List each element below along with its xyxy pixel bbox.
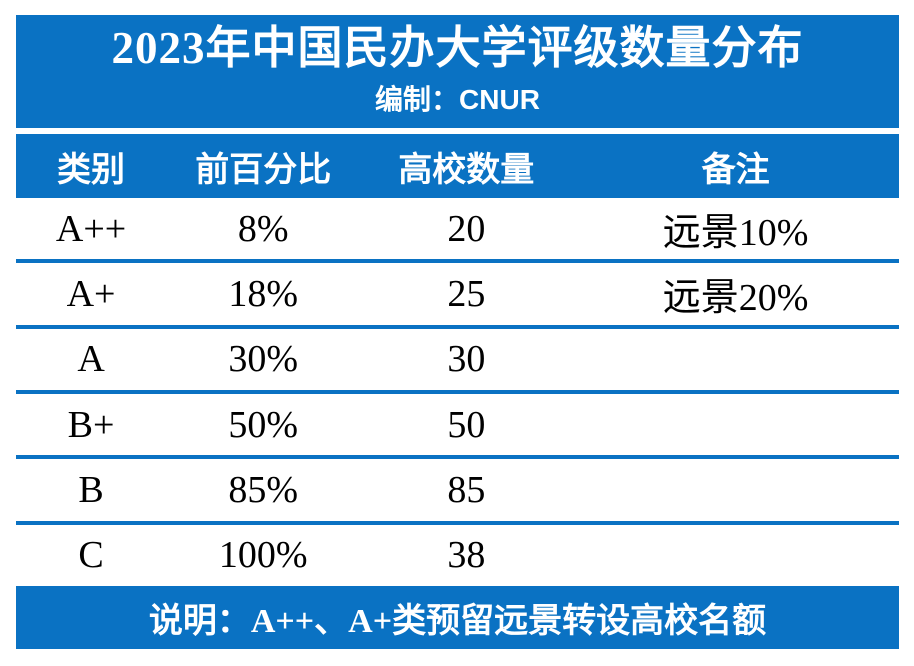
row-divider [16, 455, 899, 460]
footer-note: 说明：A++、A+类预留远景转设高校名额 [148, 603, 767, 640]
table-cell-percentile: 100% [218, 534, 308, 577]
table-cell-category: B+ [67, 403, 115, 446]
page-title: 2023年中国民办大学评级数量分布 [111, 23, 804, 74]
row-divider [16, 389, 899, 394]
table-row: A+ 18% 25 远景20% [16, 263, 899, 325]
table-cell-count: 85 [447, 468, 486, 511]
table-cell-remark: 远景20% [662, 277, 809, 320]
table-cell-percentile: 85% [228, 468, 299, 511]
table-cell-count: 30 [447, 338, 486, 381]
column-header-category: 类别 [57, 151, 126, 189]
table-body: A++ 8% 20 远景10% A+ 18% 25 远景20% A 30% 30… [16, 198, 899, 586]
table-row: A++ 8% 20 远景10% [16, 198, 899, 260]
table-cell-percentile: 50% [228, 403, 299, 446]
table-cell-percentile: 18% [228, 272, 299, 315]
subtitle-compiled-by: 编制：CNUR [375, 83, 540, 115]
table-cell-category: A [77, 338, 105, 381]
title-table-gap [16, 128, 899, 134]
table-row: B+ 50% 50 [16, 393, 899, 456]
row-divider [16, 259, 899, 264]
column-header-count: 高校数量 [398, 151, 535, 189]
table-cell-count: 38 [447, 534, 486, 577]
table-row: C 100% 38 [16, 524, 899, 586]
table-cell-count: 50 [447, 403, 486, 446]
table-cell-category: C [78, 534, 104, 577]
table-cell-percentile: 8% [237, 207, 289, 250]
table-cell-remark: 远景10% [662, 212, 809, 255]
footer-band: 说明：A++、A+类预留远景转设高校名额 [16, 586, 899, 649]
table-cell-category: B [78, 468, 104, 511]
rating-table-poster: 2023年中国民办大学评级数量分布 编制：CNUR 类别 前百分比 高校数量 备… [16, 15, 899, 649]
row-divider [16, 520, 899, 525]
table-row: B 85% 85 [16, 459, 899, 521]
table-cell-percentile: 30% [228, 338, 299, 381]
table-row: A 30% 30 [16, 328, 899, 390]
table-cell-count: 20 [447, 207, 486, 250]
row-divider [16, 324, 899, 329]
column-header-percentile: 前百分比 [195, 151, 332, 189]
column-header-remark: 备注 [701, 151, 770, 189]
table-header-row: 类别 前百分比 高校数量 备注 [16, 134, 899, 198]
table-cell-count: 25 [447, 272, 486, 315]
table-cell-category: A+ [66, 272, 116, 315]
table-cell-category: A++ [55, 207, 127, 250]
title-band: 2023年中国民办大学评级数量分布 编制：CNUR [16, 15, 899, 128]
